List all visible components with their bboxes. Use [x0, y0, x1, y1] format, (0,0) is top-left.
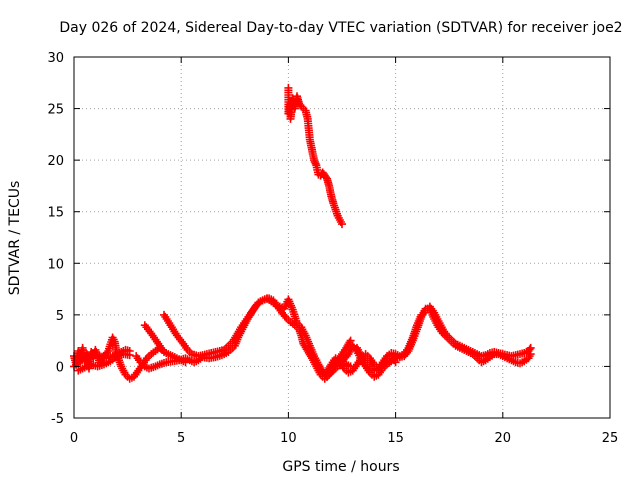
y-tick-label: 20	[47, 154, 64, 169]
plot-frame	[73, 56, 611, 419]
y-tick-label: 10	[47, 257, 64, 272]
data-points	[70, 83, 535, 383]
y-tick-label: 30	[47, 51, 64, 66]
data-point	[181, 358, 190, 367]
data-point	[526, 343, 535, 352]
x-axis-ticks: 0 5 10 15 20 25	[70, 57, 618, 446]
y-tick-label: 25	[47, 103, 64, 118]
data-point	[125, 351, 134, 360]
x-tick-label: 10	[280, 431, 297, 446]
y-tick-label: 0	[56, 360, 64, 375]
x-tick-label: 0	[70, 431, 78, 446]
chart-title: Day 026 of 2024, Sidereal Day-to-day VTE…	[59, 20, 622, 36]
x-tick-label: 25	[602, 431, 619, 446]
y-tick-label: -5	[51, 412, 64, 427]
data-point	[338, 220, 346, 229]
data-point	[391, 358, 400, 367]
x-axis-label: GPS time / hours	[282, 459, 399, 475]
y-tick-label: 15	[47, 206, 64, 221]
data-point	[346, 336, 355, 345]
x-tick-label: 15	[387, 431, 404, 446]
y-axis-ticks: -5 0 5 10 15 20 25 30	[47, 51, 610, 427]
x-tick-label: 5	[177, 431, 185, 446]
y-tick-label: 5	[56, 309, 64, 324]
y-axis-label: SDTVAR / TECUs	[7, 181, 23, 296]
x-tick-label: 20	[495, 431, 512, 446]
